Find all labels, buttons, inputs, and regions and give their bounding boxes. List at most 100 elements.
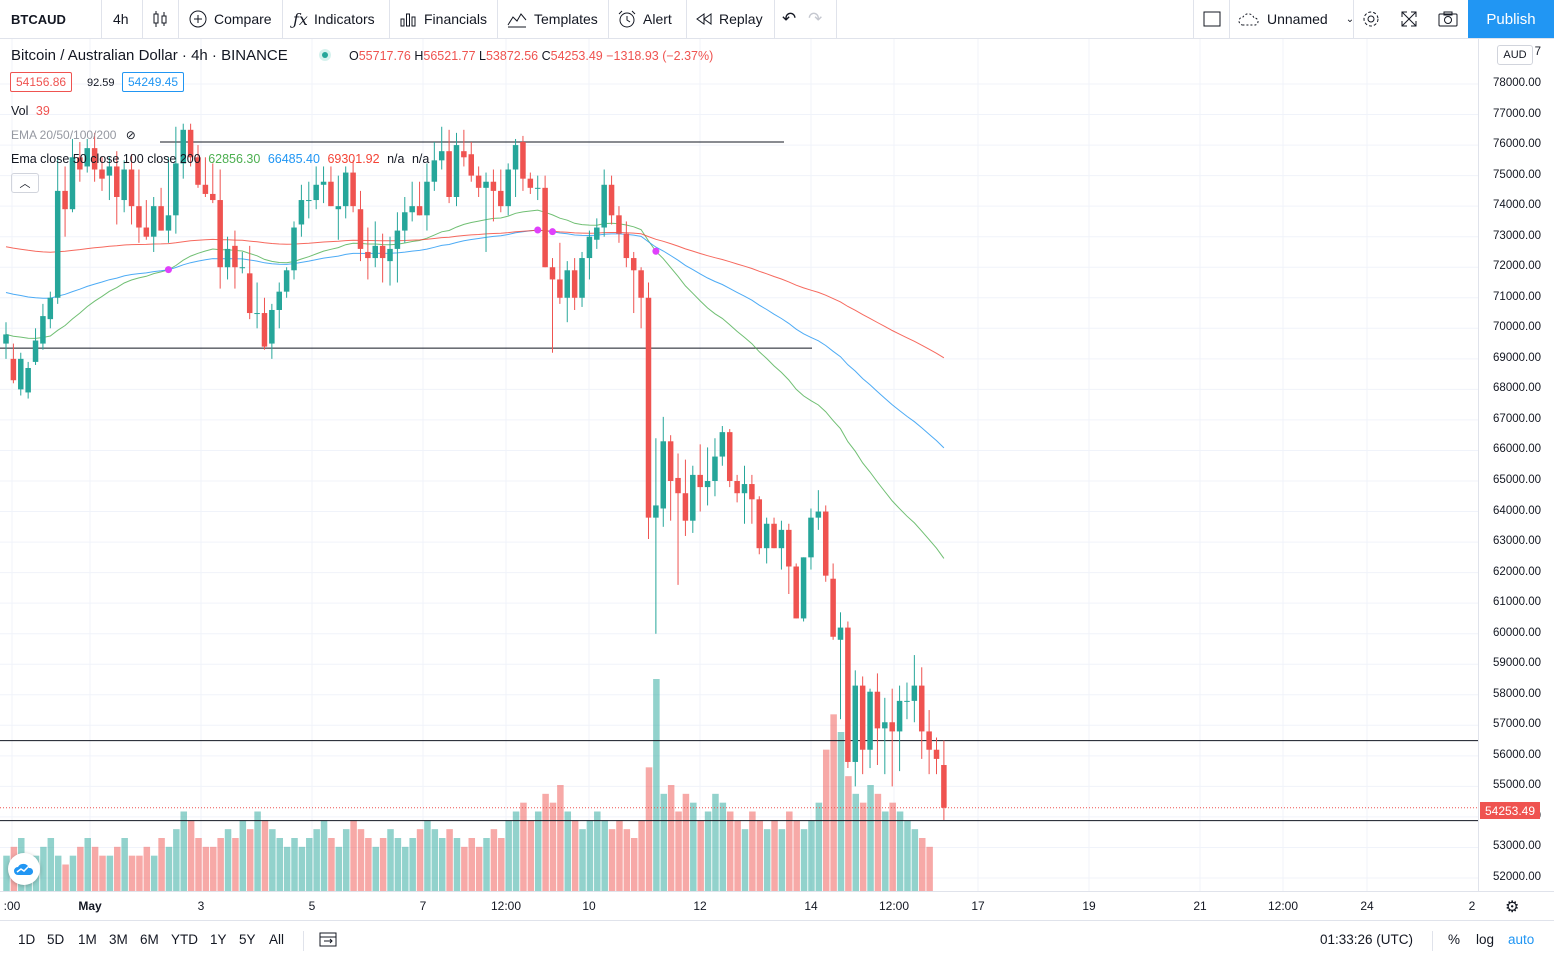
volume-bar (224, 829, 232, 891)
volume-bar (498, 838, 505, 891)
templates-button[interactable]: Templates (506, 0, 598, 38)
ema-hidden-legend[interactable]: EMA 20/50/100/200 ⊘ (11, 128, 136, 142)
redo-button[interactable]: ↷ (808, 0, 828, 38)
symbol-search[interactable]: BTCAUD (11, 0, 66, 38)
indicators-button[interactable]: ƒx Indicators (293, 0, 375, 38)
buy-button[interactable]: 54249.45 (122, 72, 185, 92)
range-1d-button[interactable]: 1D (18, 932, 36, 947)
volume-bar (357, 829, 365, 891)
candle-body (630, 258, 637, 271)
snapshot-button[interactable] (1437, 0, 1465, 38)
sell-button[interactable]: 54156.86 (10, 72, 73, 92)
log-scale-button[interactable]: log (1476, 932, 1495, 947)
range-all-button[interactable]: All (269, 932, 285, 947)
range-1m-button[interactable]: 1M (78, 932, 97, 947)
auto-scale-button[interactable]: auto (1508, 932, 1535, 947)
goto-date-button[interactable] (318, 930, 338, 951)
tradingview-logo-icon[interactable] (8, 853, 40, 885)
price-tick: 73000.00 (1493, 229, 1541, 242)
replay-button[interactable]: Replay (695, 0, 763, 38)
volume-bar (586, 820, 594, 891)
time-axis[interactable]: :00 May 3 5 7 12:00 10 12 14 12:00 17 19… (0, 891, 1554, 921)
price-tick: 74000.00 (1493, 199, 1541, 212)
volume-bar (468, 838, 476, 891)
divider (389, 0, 390, 38)
candle-body (586, 236, 593, 259)
candle-body (926, 731, 932, 750)
range-5y-button[interactable]: 5Y (239, 932, 256, 947)
range-5d-button[interactable]: 5D (47, 932, 65, 947)
range-6m-button[interactable]: 6M (140, 932, 159, 947)
ema-legend[interactable]: Ema close 50 close 100 close 200 62856.3… (11, 152, 429, 166)
candle-body (837, 627, 844, 640)
candle-body (505, 169, 511, 207)
settings-button[interactable] (1361, 0, 1387, 38)
percent-scale-button[interactable]: % (1448, 932, 1461, 947)
redo-icon: ↷ (808, 9, 823, 28)
axis-settings-gear-icon[interactable]: ⚙ (1505, 899, 1520, 916)
candle-body (763, 523, 770, 549)
candle-body (416, 206, 423, 216)
candle-body (483, 181, 489, 188)
undo-button[interactable]: ↶ (782, 0, 802, 38)
range-1y-button[interactable]: 1Y (210, 932, 227, 947)
volume-bar (195, 838, 202, 891)
layout-menu-button[interactable]: Unnamed ⌄ (1237, 0, 1360, 38)
divider (178, 0, 179, 38)
alert-button[interactable]: Alert (617, 0, 672, 38)
range-ytd-button[interactable]: YTD (171, 932, 198, 947)
fullscreen-button[interactable] (1399, 0, 1425, 38)
compare-button[interactable]: Compare (188, 0, 272, 38)
candle-body (283, 270, 290, 292)
change-value: −1318.93 (−2.37%) (606, 49, 714, 63)
collapse-legend-button[interactable]: ︿ (11, 173, 39, 193)
candle-body (298, 200, 305, 225)
publish-button[interactable]: Publish (1468, 0, 1554, 38)
chart-pane[interactable] (0, 39, 1478, 891)
candle-body (47, 297, 54, 320)
candle-body (394, 230, 401, 249)
eye-off-icon[interactable]: ⊘ (125, 128, 136, 142)
spread-value: 92.59 (87, 77, 115, 89)
volume-bar (490, 829, 498, 891)
candle-body (933, 749, 940, 759)
horizontal-lines[interactable] (0, 141, 1478, 822)
price-chart[interactable] (0, 39, 1478, 891)
candle-body (202, 184, 209, 194)
low-label: L (479, 49, 486, 63)
range-3m-button[interactable]: 3M (109, 932, 128, 947)
volume-bar (763, 829, 771, 891)
volume-bar (283, 846, 291, 891)
chart-style-button[interactable] (150, 0, 176, 38)
candle-body (136, 206, 142, 228)
clock-display[interactable]: 01:33:26 (UTC) (1320, 932, 1414, 947)
volume-bar (815, 802, 823, 891)
candle-body (99, 169, 105, 179)
compare-label: Compare (214, 11, 272, 27)
financials-button[interactable]: Financials (398, 0, 487, 38)
candle-body (269, 309, 275, 344)
candle-body (786, 529, 792, 567)
price-axis[interactable]: 78000.00 77000.00 76000.00 75000.00 74000.00… (1478, 39, 1554, 891)
candle-body (549, 267, 556, 280)
candle-body (18, 358, 24, 390)
currency-badge[interactable]: AUD (1497, 45, 1533, 65)
volume-bar (911, 829, 919, 891)
fullscreen-toggle-button[interactable] (1202, 0, 1228, 38)
candle-body (261, 313, 268, 347)
time-tick: 21 (1193, 899, 1207, 913)
close-value: 54253.49 (550, 49, 603, 63)
volume-bar (704, 811, 712, 891)
candle-body (616, 215, 622, 234)
price-tick: 77000.00 (1493, 107, 1541, 120)
interval-label: 4h (113, 11, 129, 27)
volume-bar (756, 820, 764, 891)
market-status-dot[interactable] (318, 47, 332, 64)
interval-button[interactable]: 4h (113, 0, 129, 38)
candle-body (867, 691, 873, 750)
volume-bar (150, 855, 158, 891)
candle-body (313, 184, 319, 201)
candle-body (254, 313, 260, 315)
volume-bars (3, 679, 933, 891)
candle-body (874, 691, 881, 729)
